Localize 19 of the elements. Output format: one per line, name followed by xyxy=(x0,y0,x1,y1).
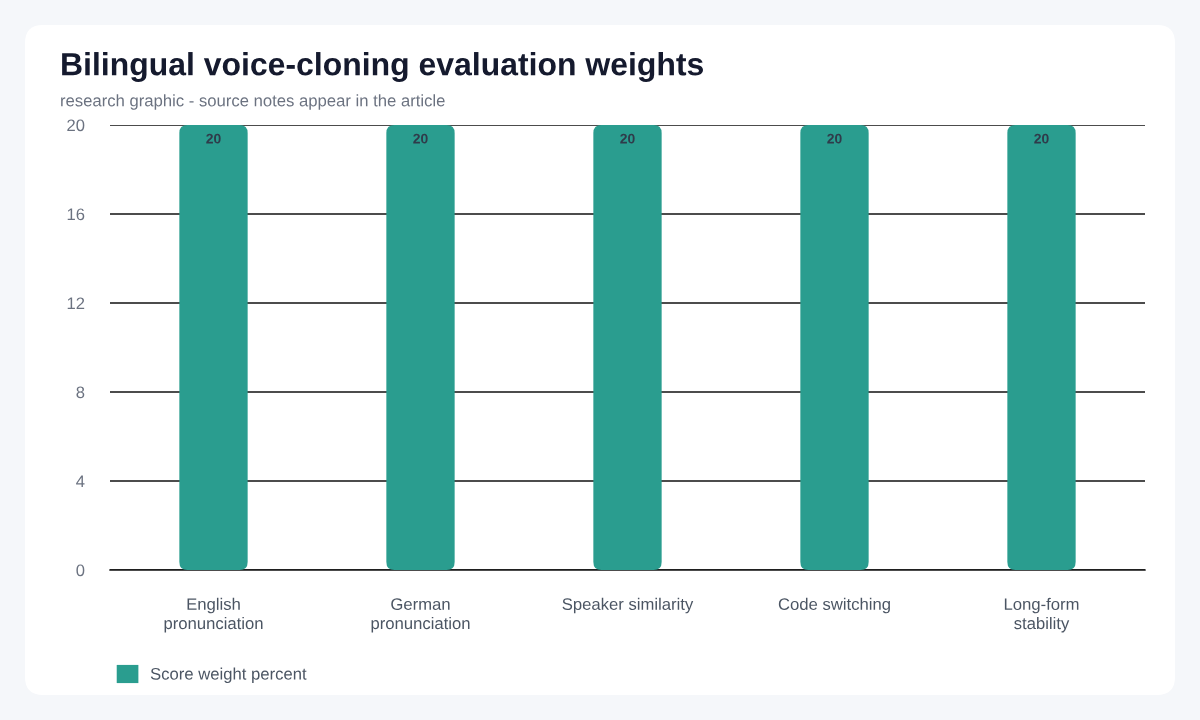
data-label: 20 xyxy=(620,133,635,144)
y-tick-label: 4 xyxy=(76,475,85,488)
chart-title: Bilingual voice-cloning evaluation weights xyxy=(62,52,703,82)
y-tick-label: 12 xyxy=(67,297,85,310)
y-tick-label: 8 xyxy=(76,386,85,399)
x-tick-label: German pronunciation xyxy=(371,598,470,633)
legend-label: Score weight percent xyxy=(150,667,307,684)
data-label: 20 xyxy=(206,133,221,144)
data-label: 20 xyxy=(413,133,428,144)
data-label: 20 xyxy=(827,133,842,144)
chart-subtitle: research graphic - source notes appear in the article xyxy=(61,94,445,110)
y-tick-label: 16 xyxy=(67,208,85,221)
x-tick-label: Long-form stability xyxy=(1004,597,1079,633)
x-tick-label: Code switching xyxy=(778,597,890,614)
x-tick-label: English pronunciation xyxy=(164,597,263,633)
x-tick-label: Speaker similarity xyxy=(562,597,694,614)
y-tick-label: 0 xyxy=(76,564,85,577)
data-label: 20 xyxy=(1034,133,1049,144)
y-tick-label: 20 xyxy=(67,119,85,132)
